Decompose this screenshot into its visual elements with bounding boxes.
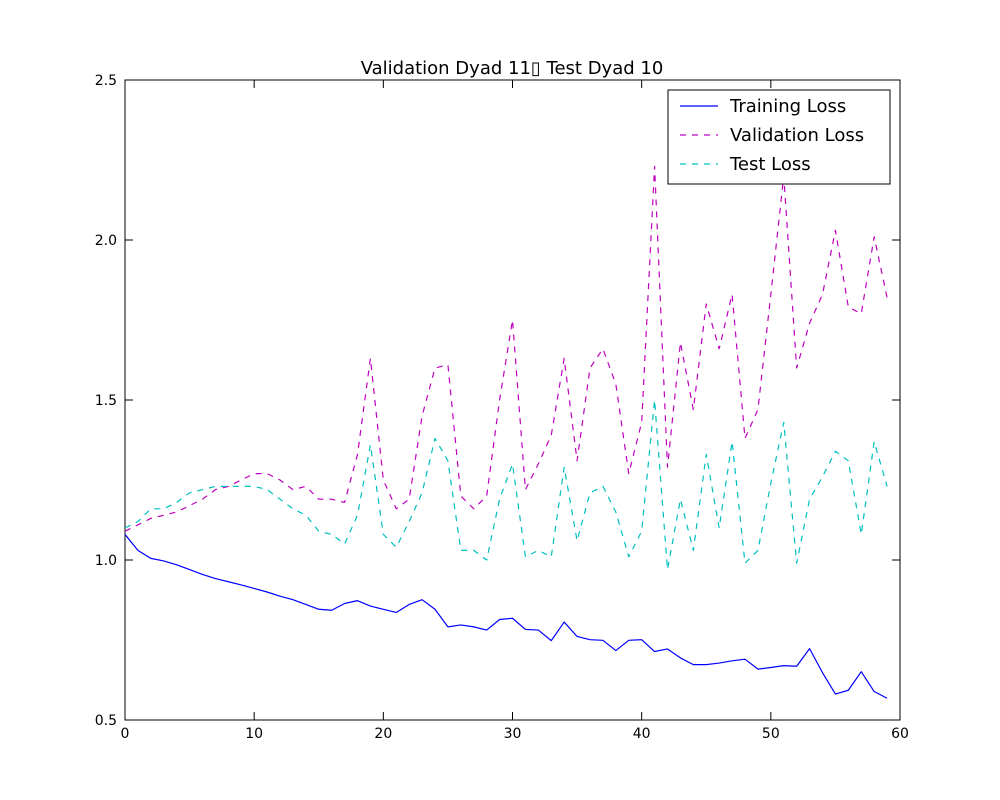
y-tick-label: 1.5: [95, 393, 117, 409]
x-tick-label: 40: [633, 726, 651, 742]
legend-entry: Training Loss: [729, 96, 846, 117]
legend-entry: Test Loss: [729, 154, 811, 175]
y-tick-label: 2.0: [95, 233, 117, 249]
chart-title: Validation Dyad 11▯ Test Dyad 10: [361, 58, 664, 79]
series-line-training-loss: [124, 534, 888, 699]
y-tick-label: 1.0: [95, 553, 117, 569]
x-tick-label: 20: [374, 726, 392, 742]
x-tick-label: 50: [762, 726, 780, 742]
x-tick-label: 60: [891, 726, 909, 742]
series-line-test-loss: [124, 399, 888, 571]
x-tick-label: 0: [121, 726, 130, 742]
plot-area: 0 10 20 30 40 50 60 0.5 1.0 1.5 2.0 2.5 Training Los…: [95, 73, 909, 742]
x-tick-label: 10: [245, 726, 263, 742]
y-tick-label: 0.5: [95, 713, 117, 729]
series-line-validation-loss: [124, 165, 888, 532]
x-tick-label: 30: [504, 726, 522, 742]
y-tick-label: 2.5: [95, 73, 117, 89]
legend-entry: Validation Loss: [730, 125, 864, 146]
